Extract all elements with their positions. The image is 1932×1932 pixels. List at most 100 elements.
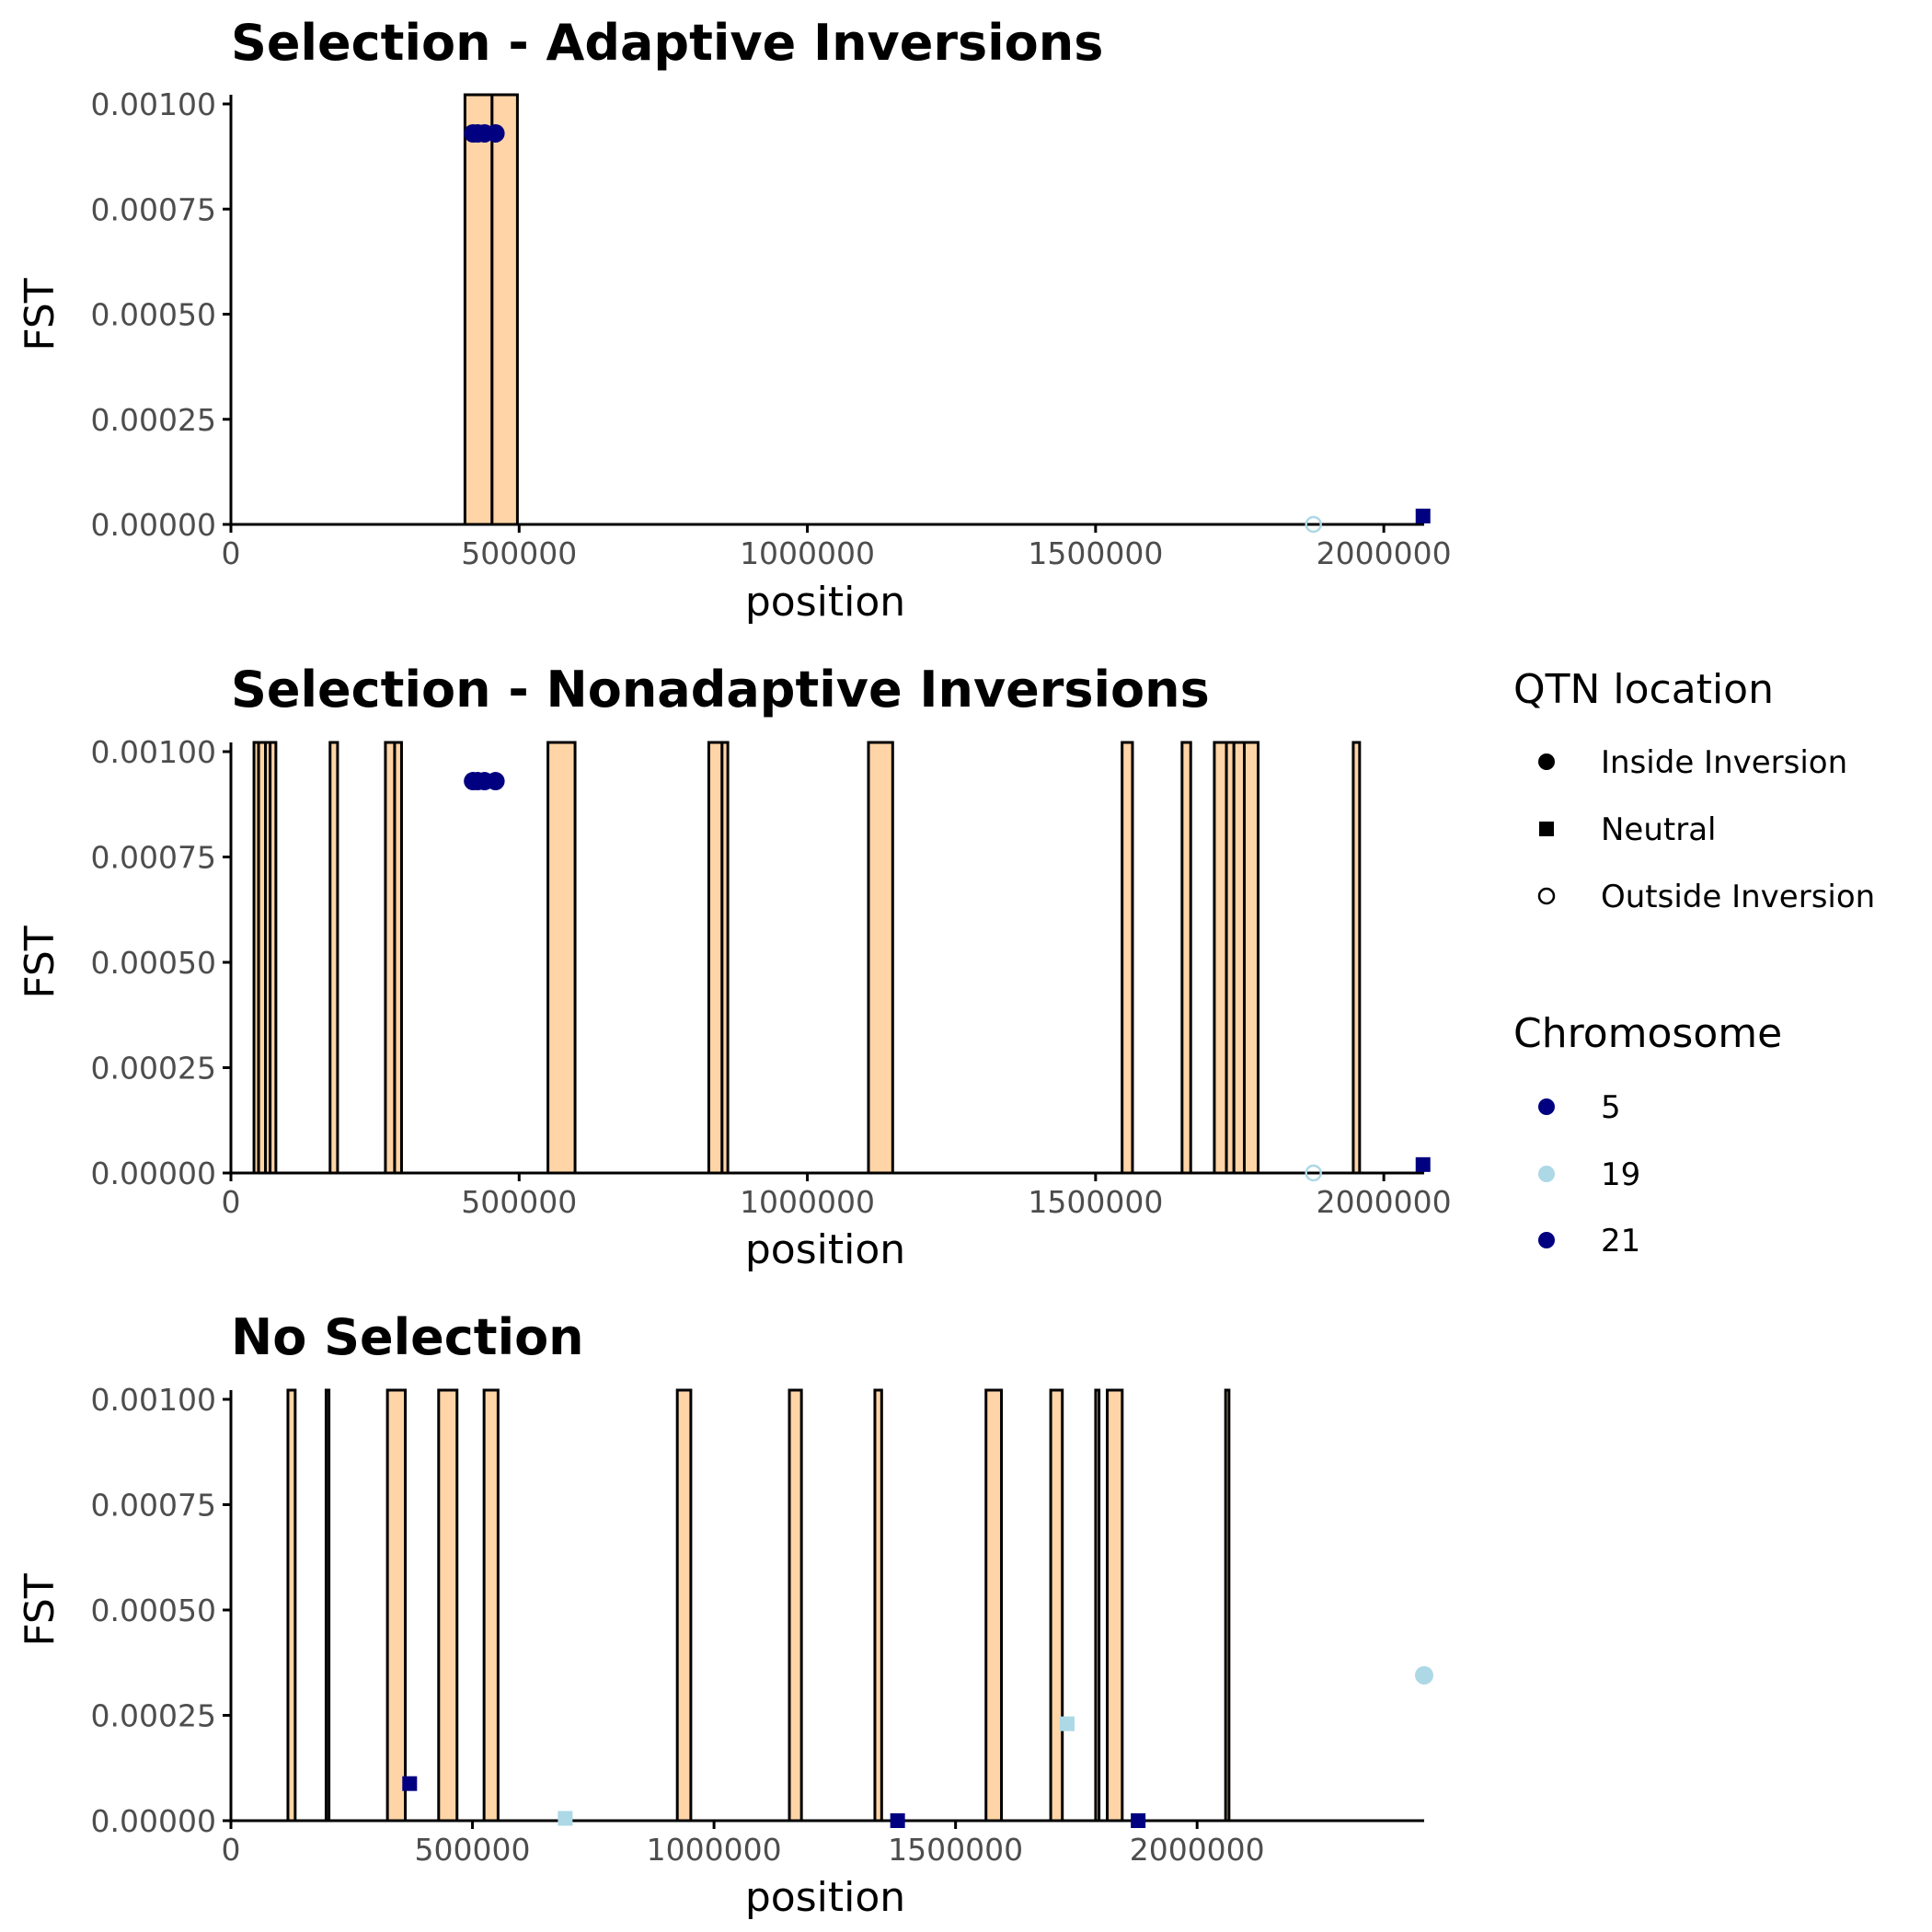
- inversion-region: [490, 93, 519, 526]
- data-point: [890, 1813, 905, 1828]
- panel-nonadaptive-inversions: Selection - Nonadaptive Inversions FST p…: [17, 661, 1452, 1273]
- inversion-region: [1232, 741, 1247, 1175]
- legend-shape-title: QTN location: [1513, 666, 1774, 713]
- legend-key-inside-inversion: [1538, 753, 1555, 770]
- inversion-region: [286, 1388, 297, 1823]
- legend-label-inside-inversion: Inside Inversion: [1601, 744, 1847, 781]
- x-tick-label: 2000000: [1317, 1184, 1452, 1220]
- y-tick-label: 0.00075: [91, 191, 216, 227]
- inversion-region: [482, 1388, 500, 1823]
- inversion-region: [1213, 741, 1228, 1175]
- legend-label-chromosome-19: 19: [1601, 1156, 1640, 1193]
- x-tick-label: 500000: [461, 535, 577, 571]
- legend-label-outside-inversion: Outside Inversion: [1601, 879, 1875, 915]
- legend-key-outside-inversion: [1537, 887, 1556, 905]
- x-axis-title: position: [745, 1226, 905, 1273]
- inversion-region: [546, 741, 577, 1175]
- data-point: [1131, 1813, 1146, 1828]
- data-point: [1415, 1156, 1431, 1172]
- legend-label-chromosome-21: 21: [1601, 1223, 1640, 1259]
- x-tick-label: 500000: [415, 1832, 531, 1868]
- x-axis-title: position: [745, 1874, 905, 1921]
- inversion-region: [463, 93, 494, 526]
- inversion-region: [675, 1388, 693, 1823]
- legend-label-neutral: Neutral: [1601, 811, 1717, 848]
- data-point: [1415, 508, 1431, 523]
- x-tick-label: 1000000: [740, 1184, 875, 1220]
- inversion-region: [984, 1388, 1004, 1823]
- legend-label-chromosome-5: 5: [1601, 1089, 1621, 1126]
- y-tick-label: 0.00000: [91, 1803, 216, 1839]
- legend-key-chromosome-19: [1538, 1166, 1555, 1182]
- data-point: [1059, 1716, 1075, 1731]
- plot-area: 0.00000 0.00025 0.00050 0.00075 0.00100 0 5000…: [91, 734, 1452, 1220]
- inversion-region: [707, 741, 724, 1175]
- y-tick-label: 0.00100: [91, 734, 216, 770]
- plot-area: 0.00000 0.00025 0.00050 0.00075 0.00100 0 5000…: [91, 86, 1452, 571]
- data-point: [1305, 515, 1322, 534]
- x-axis-title: position: [745, 579, 905, 626]
- inversion-region: [1351, 741, 1362, 1175]
- panel-adaptive-inversions: Selection - Adaptive Inversions FST posi…: [17, 14, 1452, 626]
- x-tick-label: 0: [222, 1832, 241, 1868]
- y-tick-label: 0.00025: [91, 402, 216, 438]
- panel-title: Selection - Adaptive Inversions: [231, 14, 1103, 72]
- inversion-region: [1180, 741, 1192, 1175]
- y-tick-label: 0.00050: [91, 297, 216, 333]
- y-tick-label: 0.00075: [91, 1488, 216, 1524]
- y-axis-title: FST: [17, 926, 63, 998]
- inversion-region: [1049, 1388, 1064, 1823]
- legend-color-title: Chromosome: [1513, 1010, 1782, 1057]
- inversion-region: [1224, 1388, 1231, 1823]
- x-tick-label: 0: [222, 535, 241, 571]
- x-tick-label: 1500000: [888, 1832, 1023, 1868]
- x-tick-label: 1500000: [1028, 535, 1163, 571]
- plot-area: 0.00000 0.00025 0.00050 0.00075 0.00100 0 5000…: [91, 1382, 1433, 1868]
- inversion-region: [385, 1388, 408, 1823]
- inversion-region: [328, 741, 339, 1175]
- inversion-region: [1106, 1388, 1124, 1823]
- y-tick-label: 0.00000: [91, 1156, 216, 1191]
- inversion-region: [324, 1388, 331, 1823]
- panel-title: Selection - Nonadaptive Inversions: [231, 661, 1210, 719]
- data-point: [402, 1776, 418, 1791]
- y-axis-title: FST: [17, 1573, 63, 1646]
- y-tick-label: 0.00025: [91, 1051, 216, 1087]
- x-tick-label: 1000000: [740, 535, 875, 571]
- inversion-region: [384, 741, 397, 1175]
- inversion-region: [1094, 1388, 1101, 1823]
- inversion-region: [269, 741, 278, 1175]
- inversion-region: [1121, 741, 1134, 1175]
- inversion-region: [720, 741, 730, 1175]
- x-tick-label: 2000000: [1130, 1832, 1265, 1868]
- inversion-region: [1243, 741, 1260, 1175]
- x-tick-label: 2000000: [1317, 535, 1452, 571]
- y-tick-label: 0.00050: [91, 1593, 216, 1628]
- y-tick-label: 0.00100: [91, 1382, 216, 1418]
- legend: QTN location Inside Inversion Neutral Ou…: [1513, 666, 1875, 1259]
- x-tick-label: 1500000: [1028, 1184, 1163, 1220]
- y-tick-label: 0.00000: [91, 507, 216, 543]
- inversion-region: [788, 1388, 803, 1823]
- inversion-region: [867, 741, 894, 1175]
- x-tick-label: 0: [222, 1184, 241, 1220]
- y-tick-label: 0.00050: [91, 945, 216, 981]
- y-tick-label: 0.00025: [91, 1698, 216, 1734]
- inversion-region: [873, 1388, 883, 1823]
- inversion-region: [437, 1388, 459, 1823]
- data-point: [1305, 1164, 1322, 1182]
- legend-key-chromosome-21: [1538, 1232, 1555, 1248]
- data-point: [558, 1811, 573, 1826]
- panel-no-selection: No Selection FST position 0.00000 0.00025…: [17, 1308, 1433, 1921]
- x-tick-label: 500000: [461, 1184, 577, 1220]
- y-tick-label: 0.00100: [91, 86, 216, 122]
- inversion-region: [393, 741, 403, 1175]
- x-tick-label: 1000000: [647, 1832, 782, 1868]
- legend-key-chromosome-5: [1538, 1098, 1555, 1115]
- y-tick-label: 0.00075: [91, 840, 216, 876]
- data-point: [486, 772, 505, 791]
- panel-title: No Selection: [231, 1308, 584, 1366]
- legend-key-neutral: [1539, 822, 1554, 836]
- data-point: [486, 123, 505, 143]
